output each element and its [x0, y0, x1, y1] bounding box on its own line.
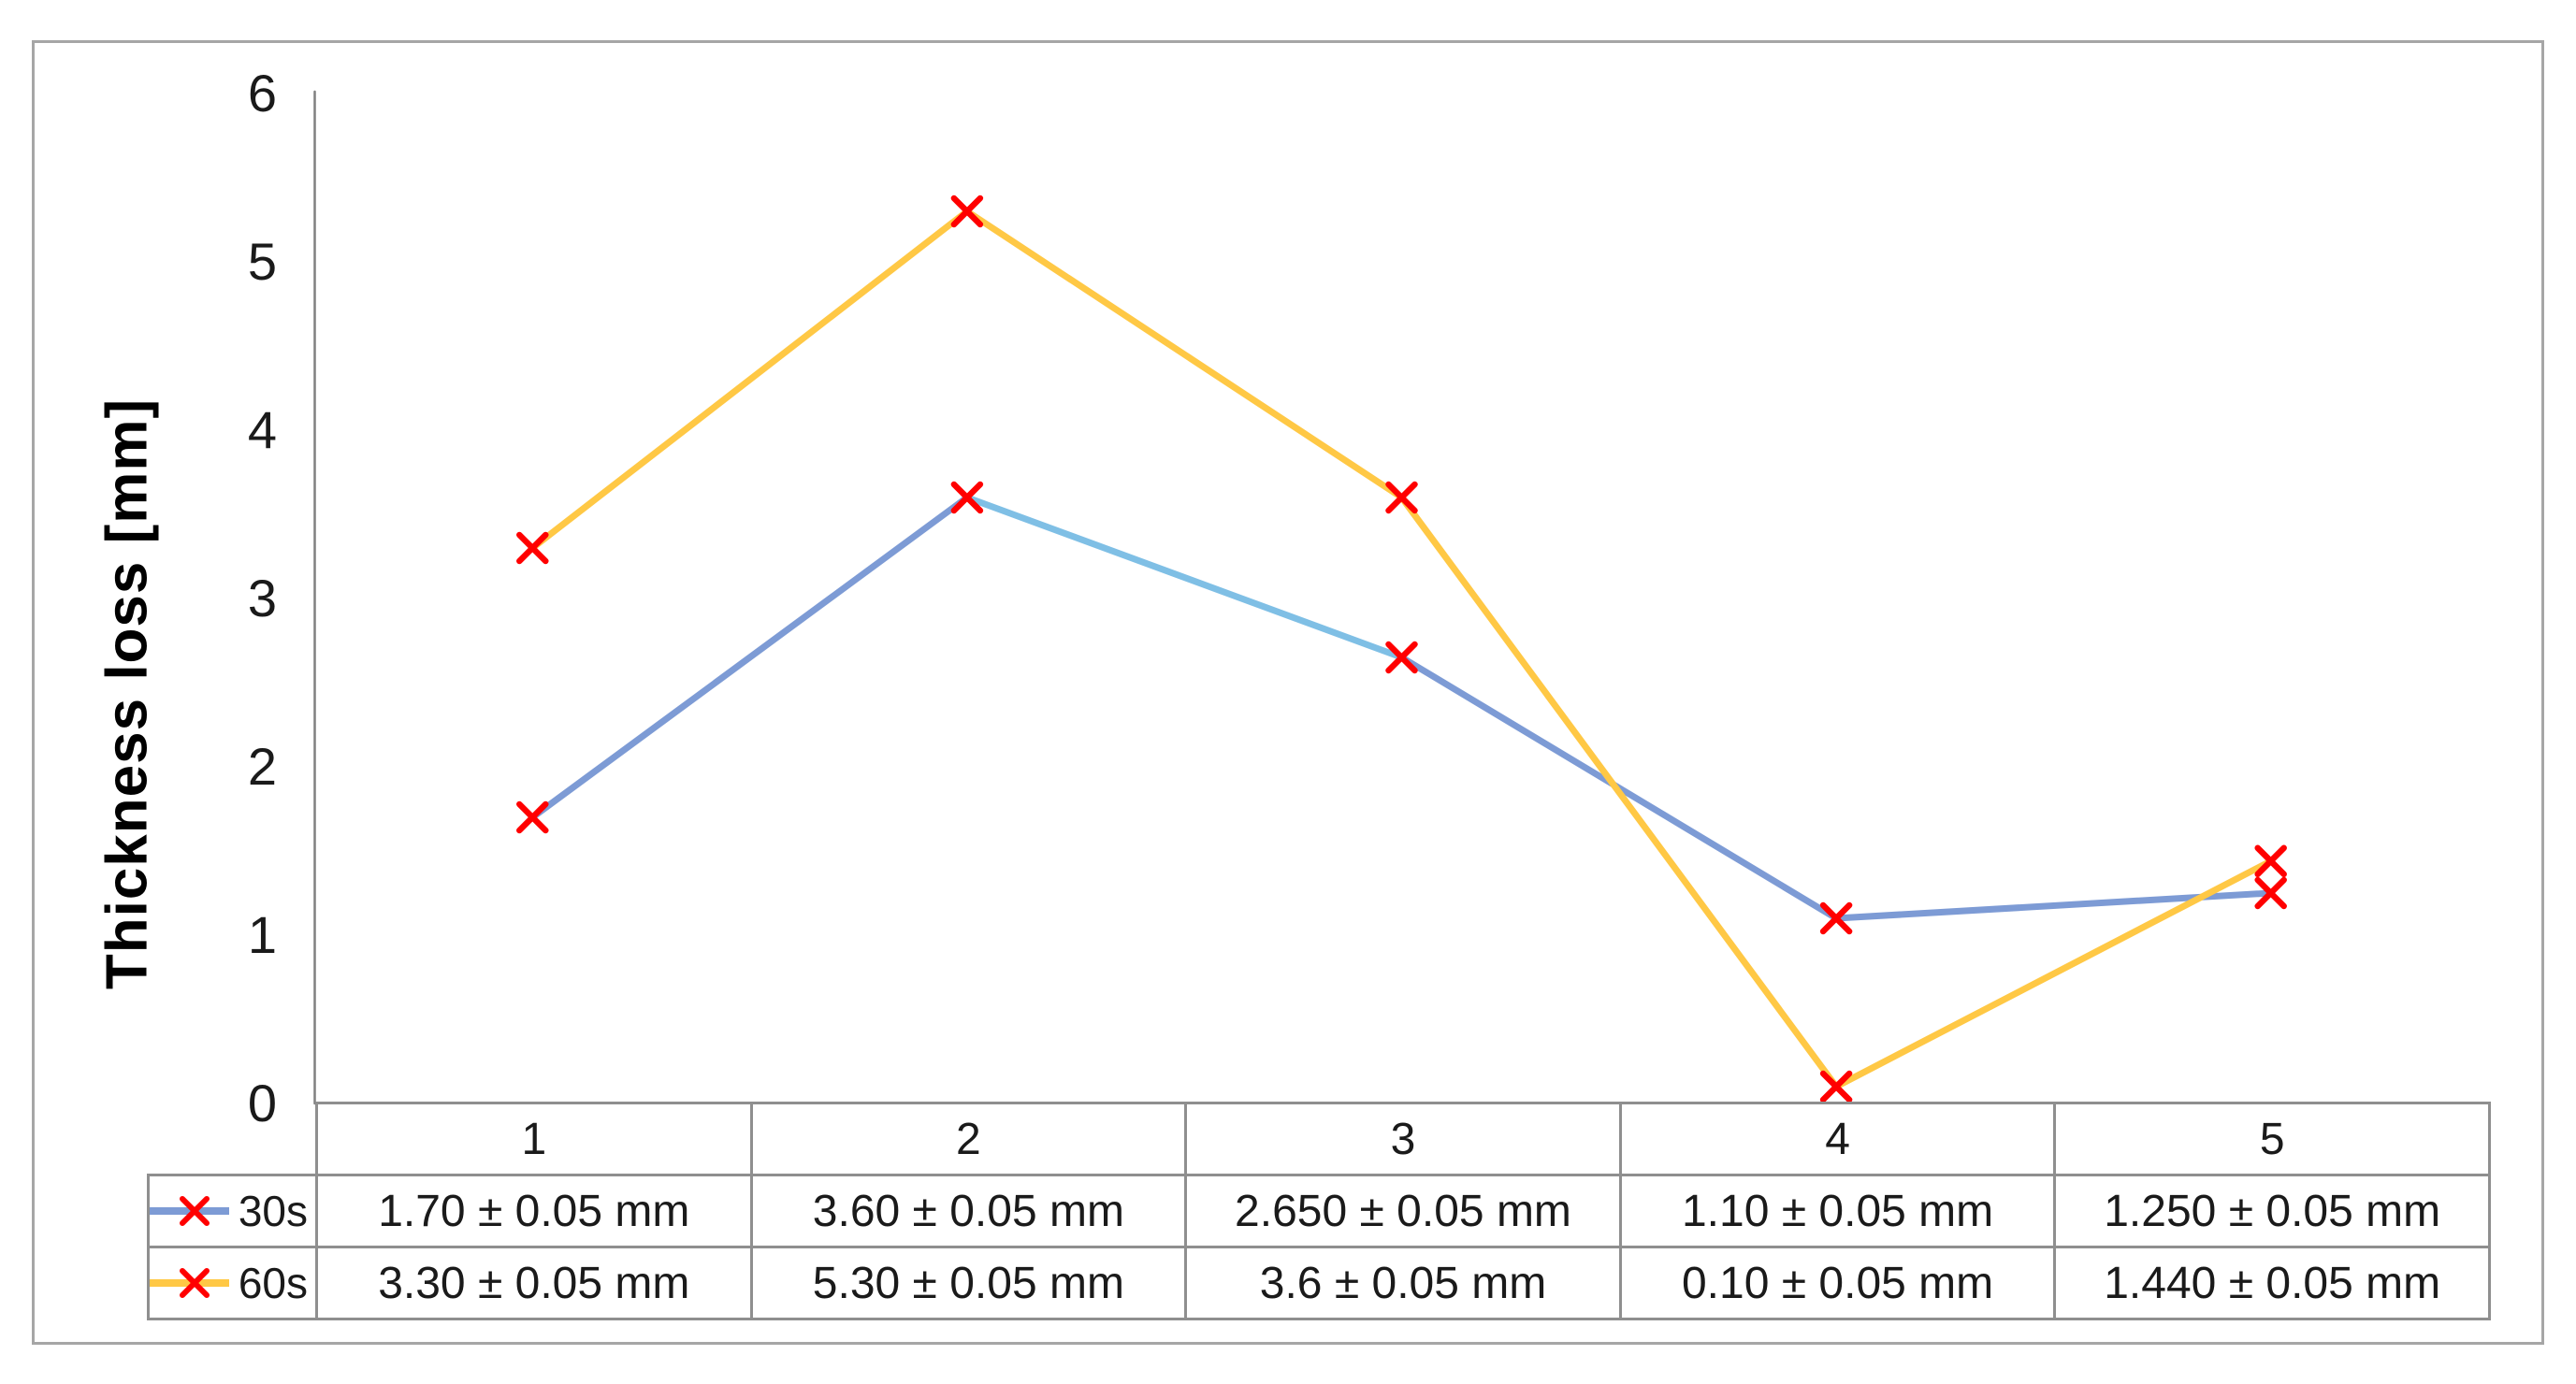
table-value-cell-30s-5: 1.250 ± 0.05 mm	[2053, 1174, 2491, 1248]
table-value-cell-30s-3: 2.650 ± 0.05 mm	[1184, 1174, 1622, 1248]
marker-x-60s-point-3	[1385, 481, 1418, 514]
legend-cell-30s: 30s	[147, 1174, 318, 1248]
table-value-cell-30s-4: 1.10 ± 0.05 mm	[1618, 1174, 2057, 1248]
table-value-cell-60s-5: 1.440 ± 0.05 mm	[2053, 1246, 2491, 1320]
legend-key-icon-30s	[151, 1196, 229, 1226]
table-value-cell-30s-1: 1.70 ± 0.05 mm	[315, 1174, 753, 1248]
series-line-60s-segment-1	[528, 208, 971, 552]
y-axis-tick-label-4: 4	[247, 400, 277, 459]
legend-label-30s: 30s	[238, 1187, 308, 1235]
marker-x-30s-point-1	[516, 800, 549, 834]
table-header-cell-2: 2	[749, 1102, 1188, 1176]
y-axis-tick-label-6: 6	[247, 64, 277, 123]
y-axis-tick-label-1: 1	[247, 905, 277, 964]
table-value-cell-60s-4: 0.10 ± 0.05 mm	[1618, 1246, 2057, 1320]
marker-x-60s-point-1	[516, 531, 549, 565]
legend-cell-60s: 60s	[147, 1246, 318, 1320]
y-axis-tick-label-5: 5	[247, 232, 277, 291]
table-value-cell-60s-1: 3.30 ± 0.05 mm	[315, 1246, 753, 1320]
series-line-60s-segment-3	[1398, 494, 1840, 1090]
series-line-60s-segment-2	[963, 208, 1405, 501]
series-line-30s-segment-1	[528, 494, 971, 821]
y-axis-tick-label-3: 3	[247, 569, 277, 627]
legend-key-icon-60s	[151, 1268, 229, 1298]
legend-entry-30s: 30s	[151, 1178, 308, 1245]
legend-label-60s: 60s	[238, 1259, 308, 1307]
data-table: 1 2 3 4 5 30s 1.70 ± 0.05 mm 3.60 ± 0.05 mm 2.65…	[147, 1102, 2491, 1320]
marker-x-30s-point-5	[2254, 876, 2287, 910]
marker-x-30s-point-3	[1385, 641, 1418, 674]
table-value-cell-60s-2: 5.30 ± 0.05 mm	[749, 1246, 1188, 1320]
table-header-cell-1: 1	[315, 1102, 753, 1176]
marker-x-30s-point-2	[950, 481, 984, 514]
marker-x-60s-point-5	[2254, 844, 2287, 878]
table-value-cell-30s-2: 3.60 ± 0.05 mm	[749, 1174, 1188, 1248]
y-axis-tick-label-2: 2	[247, 737, 277, 796]
table-header-cell-4: 4	[1618, 1102, 2057, 1176]
table-value-cell-60s-3: 3.6 ± 0.05 mm	[1184, 1246, 1622, 1320]
y-axis-tick-label-0: 0	[247, 1074, 277, 1132]
table-header-cell-5: 5	[2053, 1102, 2491, 1176]
marker-x-60s-point-2	[950, 195, 984, 228]
legend-entry-60s: 60s	[151, 1250, 308, 1317]
table-corner-cell	[149, 1103, 317, 1175]
table-header-cell-3: 3	[1184, 1102, 1622, 1176]
marker-x-30s-point-4	[1819, 901, 1853, 935]
series-line-30s-segment-2	[963, 494, 1405, 661]
marker-x-60s-point-4	[1819, 1070, 1853, 1103]
series-line-60s-segment-4	[1832, 858, 2275, 1090]
